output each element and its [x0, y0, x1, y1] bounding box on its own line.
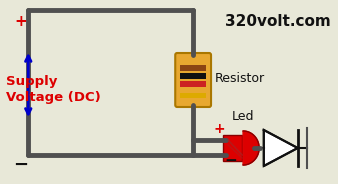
Text: +: + [214, 122, 225, 136]
Text: 320volt.com: 320volt.com [225, 15, 331, 29]
Text: Resistor: Resistor [215, 72, 265, 84]
Bar [180, 73, 206, 79]
FancyBboxPatch shape [175, 53, 211, 107]
Text: +: + [14, 14, 27, 29]
Text: −: − [13, 156, 28, 174]
Bar [180, 81, 206, 87]
Text: Supply
Voltage (DC): Supply Voltage (DC) [6, 75, 100, 105]
Bar [180, 65, 206, 71]
Polygon shape [264, 130, 298, 166]
Text: −: − [224, 153, 237, 168]
Polygon shape [243, 131, 259, 165]
Text: Led: Led [232, 111, 254, 123]
Bar [180, 93, 206, 98]
Bar [223, 135, 242, 161]
